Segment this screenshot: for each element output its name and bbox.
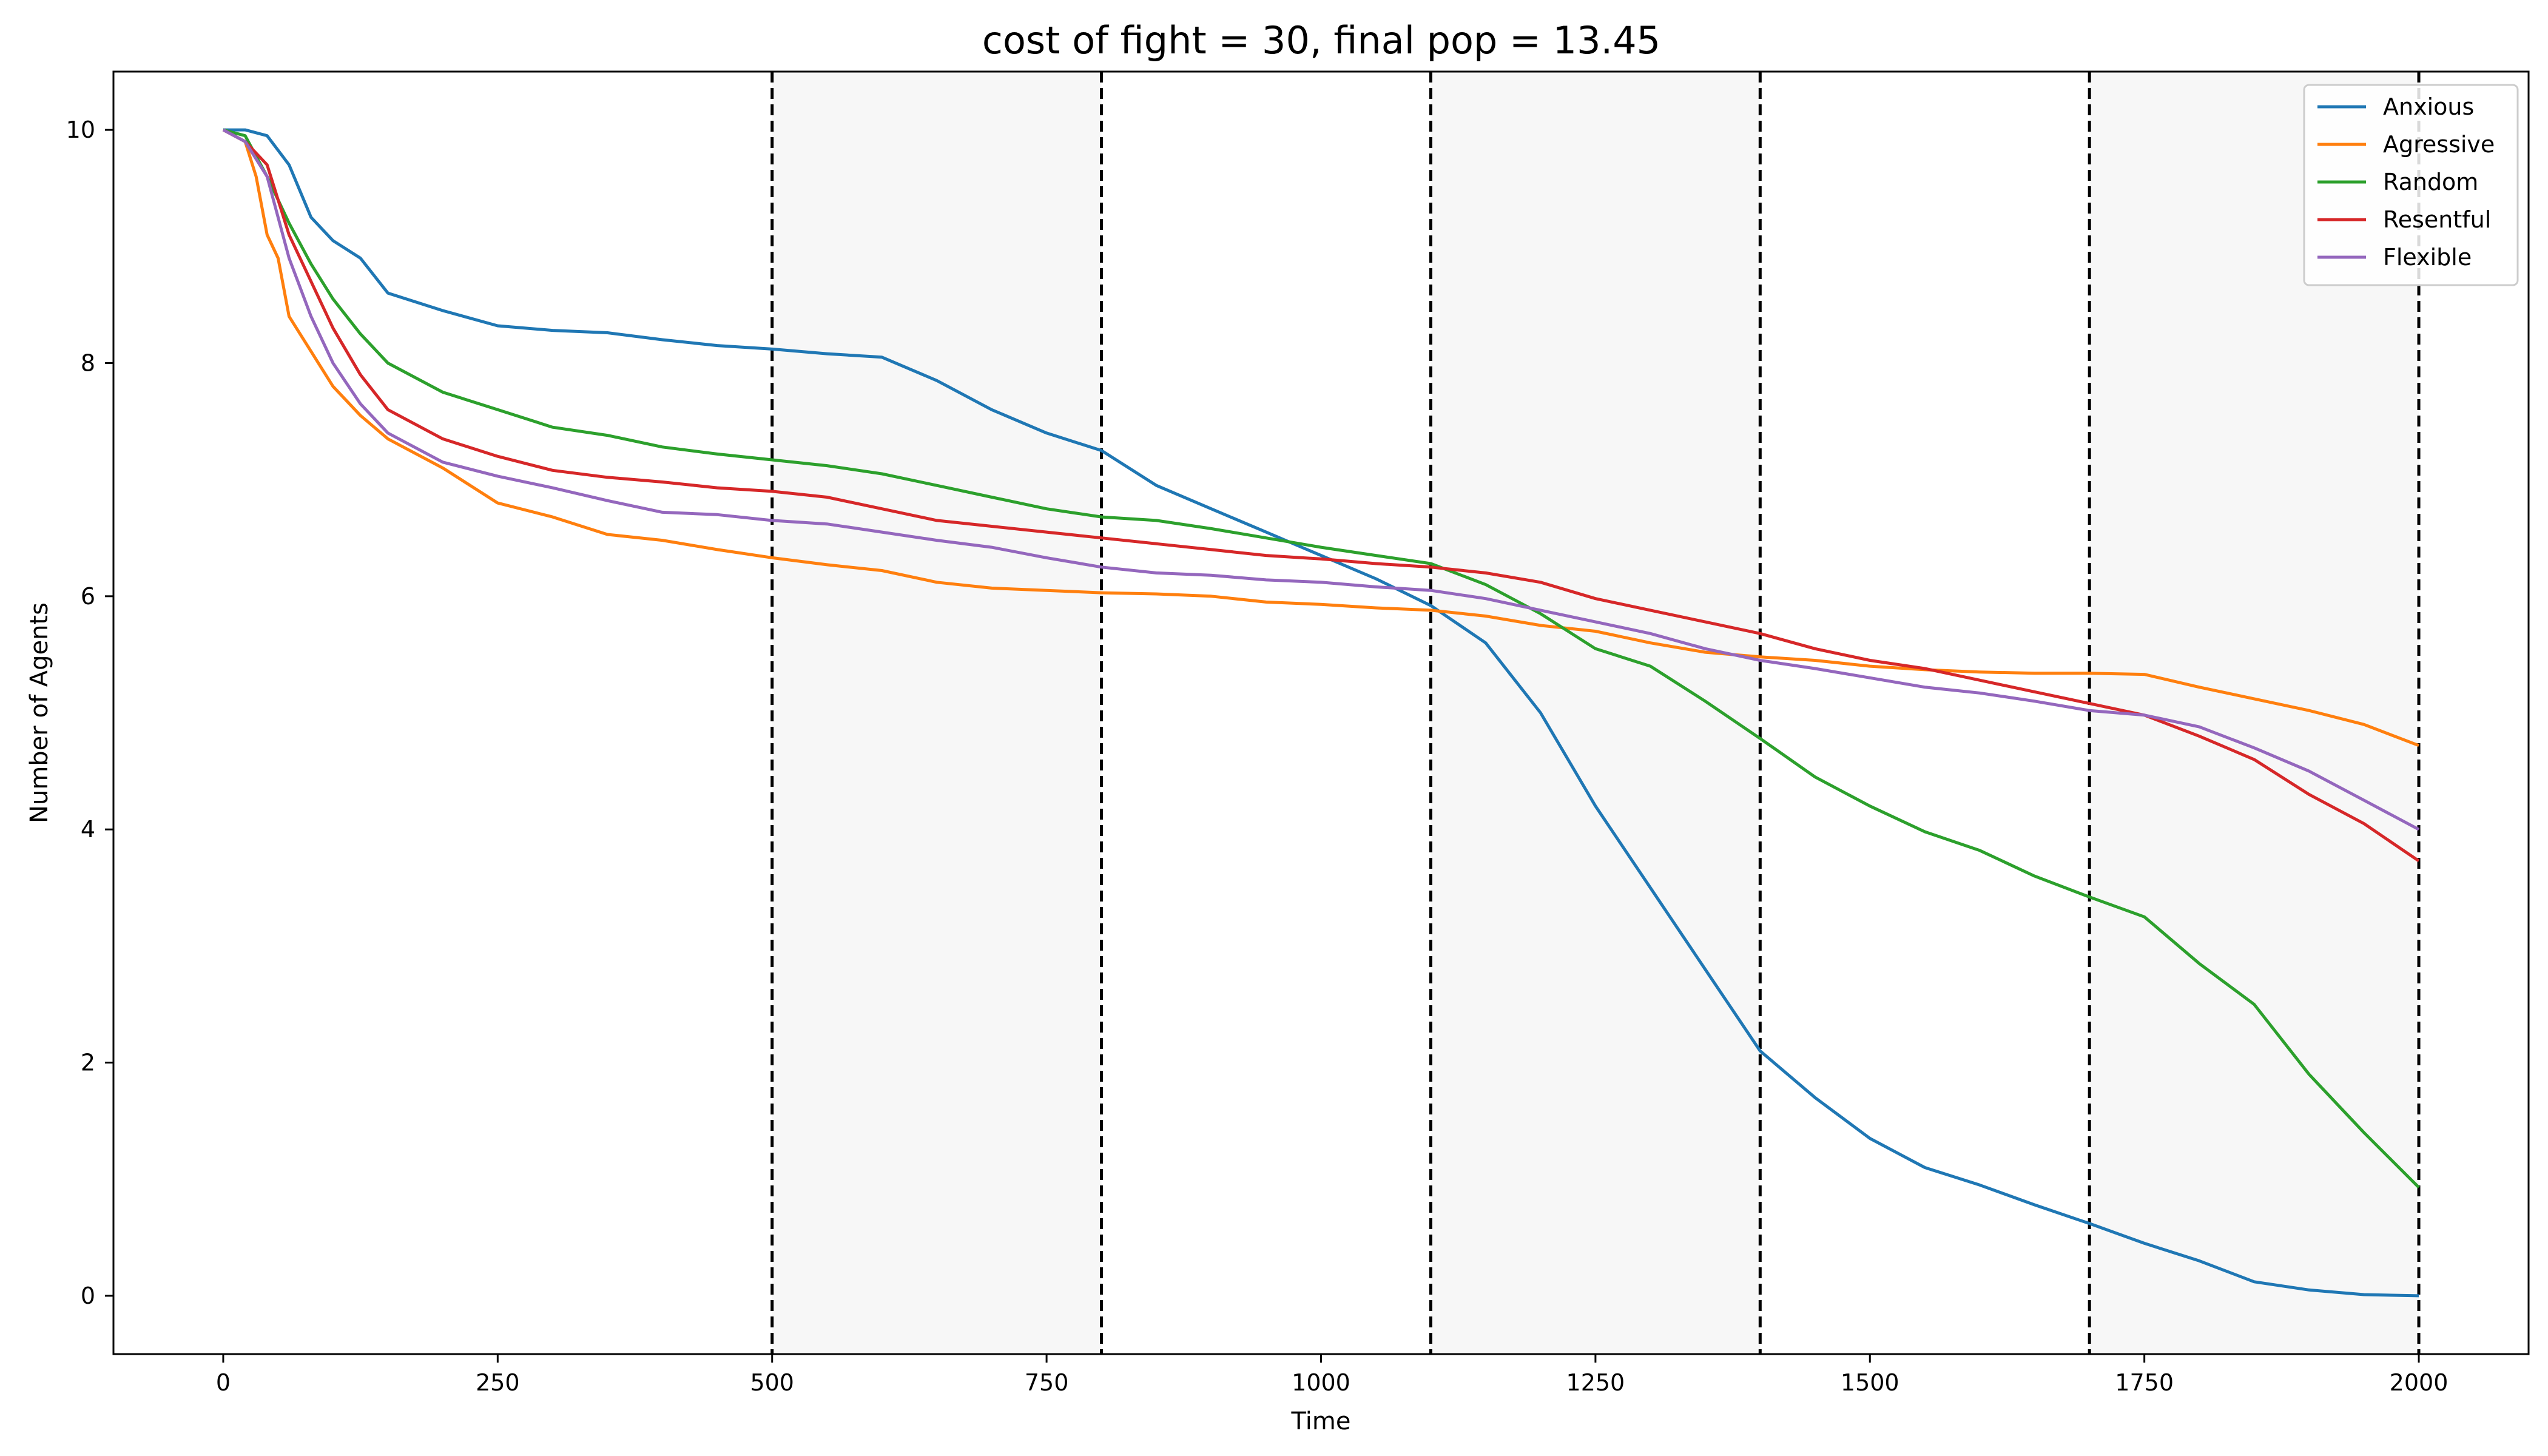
x-tick-label: 250 <box>476 1369 520 1396</box>
y-tick-label: 6 <box>81 583 95 610</box>
chart-title: cost of fight = 30, final pop = 13.45 <box>982 18 1660 62</box>
x-tick-label: 2000 <box>2390 1369 2449 1396</box>
legend-label-random: Random <box>2383 169 2478 195</box>
legend: Anxious Agressive Random Resentful Flexible <box>2303 84 2519 286</box>
x-tick-label: 1000 <box>1292 1369 1350 1396</box>
shaded-interval-1 <box>772 72 1102 1354</box>
y-axis-ticks: 0 2 4 6 8 10 <box>66 116 113 1309</box>
y-tick-label: 0 <box>81 1282 95 1309</box>
legend-label-flexible: Flexible <box>2383 244 2472 271</box>
series-line-anxious <box>223 128 2419 1298</box>
x-tick-label: 750 <box>1025 1369 1069 1396</box>
series-line-random <box>223 128 2420 1188</box>
y-tick-label: 2 <box>81 1050 95 1076</box>
x-tick-label: 500 <box>750 1369 794 1396</box>
y-tick-label: 4 <box>81 816 95 843</box>
legend-box <box>2303 84 2519 286</box>
legend-label-anxious: Anxious <box>2383 93 2474 120</box>
series-lines <box>222 128 2420 1298</box>
y-tick-label: 10 <box>66 116 95 143</box>
shaded-intervals <box>772 72 2419 1354</box>
x-tick-label: 1500 <box>1841 1369 1899 1396</box>
legend-label-agressive: Agressive <box>2383 131 2495 158</box>
x-tick-label: 1750 <box>2115 1369 2174 1396</box>
x-axis-ticks: 0 250 500 750 1000 1250 1500 1750 2000 <box>216 1354 2449 1396</box>
y-tick-label: 8 <box>81 349 95 376</box>
series-line-flexible <box>222 128 2420 831</box>
y-axis-label: Number of Agents <box>25 602 53 823</box>
x-tick-label: 1250 <box>1566 1369 1625 1396</box>
x-tick-label: 0 <box>216 1369 231 1396</box>
x-axis-label: Time <box>1291 1407 1351 1435</box>
series-line-agressive <box>222 128 2419 747</box>
series-line-resentful <box>222 128 2420 863</box>
legend-label-resentful: Resentful <box>2383 206 2491 233</box>
shaded-interval-2 <box>1431 72 1761 1354</box>
